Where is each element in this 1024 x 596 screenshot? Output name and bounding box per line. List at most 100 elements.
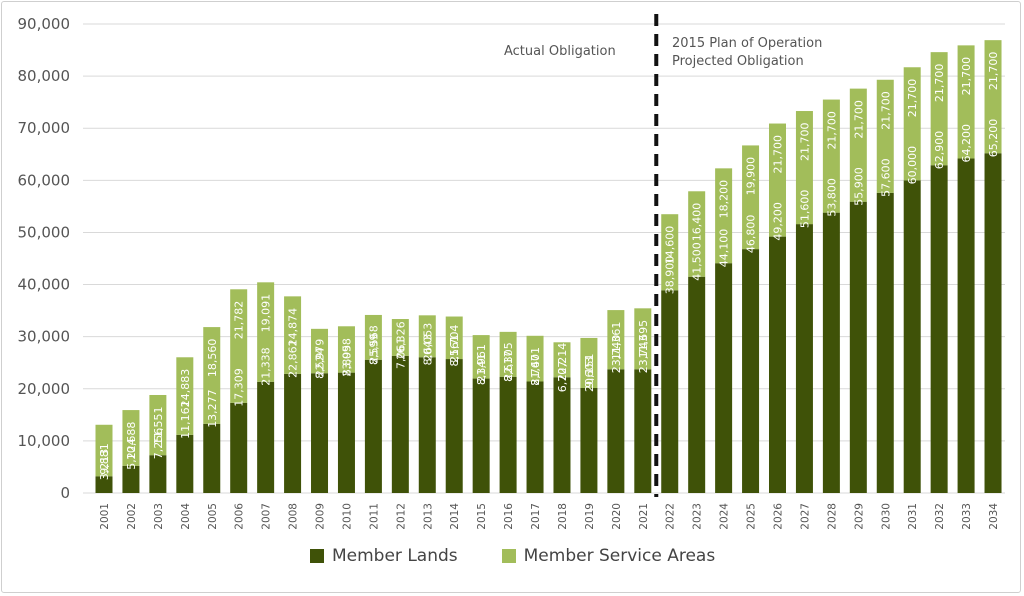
bar-member-service-areas bbox=[742, 145, 760, 250]
bar-member-service-areas bbox=[849, 88, 867, 202]
data-label-member-service-areas: 8,341 bbox=[475, 354, 488, 386]
data-label-member-lands: 22,214 bbox=[556, 343, 569, 382]
y-tick-label: 80,000 bbox=[18, 67, 71, 85]
bar-member-service-areas bbox=[957, 45, 975, 159]
x-tick-label: 2009 bbox=[315, 503, 327, 530]
data-label-member-service-areas: 8,043 bbox=[421, 334, 434, 366]
data-label-member-lands: 23,740 bbox=[610, 335, 623, 374]
bar-member-service-areas bbox=[661, 214, 679, 291]
bar-member-lands bbox=[284, 373, 302, 493]
data-label-member-lands: 22,862 bbox=[287, 339, 300, 378]
x-tick-label: 2033 bbox=[961, 503, 973, 530]
data-label-member-service-areas: 18,560 bbox=[206, 339, 219, 378]
bar-member-lands bbox=[769, 236, 786, 493]
bar-member-lands bbox=[930, 165, 948, 493]
data-label-member-lands: 25,568 bbox=[367, 325, 380, 364]
bar-member-service-areas bbox=[526, 335, 544, 382]
data-label-member-lands: 21,338 bbox=[260, 347, 273, 386]
x-tick-label: 2024 bbox=[719, 503, 731, 530]
bar-member-lands bbox=[472, 378, 490, 493]
y-tick-label: 0 bbox=[60, 484, 70, 502]
data-label-member-service-areas: 21,700 bbox=[933, 64, 946, 103]
bar-member-service-areas bbox=[364, 314, 382, 360]
bar-member-service-areas bbox=[715, 168, 733, 264]
bar-member-service-areas bbox=[257, 282, 275, 382]
bar-member-service-areas bbox=[769, 123, 786, 237]
data-label-member-service-areas: 14,600 bbox=[664, 226, 677, 265]
data-label-member-service-areas: 8,161 bbox=[448, 335, 461, 367]
x-tick-label: 2032 bbox=[934, 503, 946, 530]
bar-member-lands bbox=[149, 455, 167, 493]
bar-member-service-areas bbox=[337, 326, 355, 373]
bar-member-lands bbox=[311, 373, 329, 493]
bar-member-service-areas bbox=[230, 289, 248, 403]
bar-member-lands bbox=[526, 381, 544, 493]
bar-member-service-areas bbox=[499, 331, 517, 377]
data-label-member-service-areas: 6,707 bbox=[556, 361, 569, 393]
data-label-member-lands: 5,224 bbox=[125, 438, 138, 470]
data-label-member-service-areas: 21,700 bbox=[987, 52, 1000, 91]
x-tick-label: 2017 bbox=[530, 503, 542, 530]
y-tick-label: 90,000 bbox=[18, 15, 71, 33]
x-tick-label: 2031 bbox=[907, 503, 919, 530]
data-label-member-lands: 22,979 bbox=[314, 339, 327, 378]
data-label-member-lands: 23,098 bbox=[340, 338, 353, 377]
bar-member-lands bbox=[742, 249, 760, 493]
annotation-projected-line1: 2015 Plan of Operation bbox=[672, 36, 822, 51]
legend: Member Lands Member Service Areas bbox=[310, 546, 715, 566]
bar-member-lands bbox=[230, 402, 248, 493]
y-tick-label: 20,000 bbox=[18, 380, 71, 398]
legend-swatch-member-lands bbox=[310, 549, 324, 563]
data-label-member-lands: 21,961 bbox=[475, 344, 488, 383]
bar-member-service-areas bbox=[876, 79, 894, 193]
bar-member-service-areas bbox=[930, 52, 948, 166]
bar-member-lands bbox=[580, 387, 598, 493]
data-label-member-service-areas: 16,400 bbox=[691, 203, 704, 242]
bar-member-service-areas bbox=[607, 310, 625, 370]
bar-member-lands bbox=[688, 276, 706, 493]
bar-member-lands bbox=[203, 423, 221, 493]
data-label-member-service-areas: 19,091 bbox=[260, 294, 273, 333]
y-tick-label: 10,000 bbox=[18, 432, 71, 450]
bar-member-service-areas bbox=[553, 342, 571, 378]
data-label-member-lands: 62,900 bbox=[933, 131, 946, 170]
data-label-member-lands: 57,600 bbox=[879, 158, 892, 197]
y-tick-label: 40,000 bbox=[18, 276, 71, 294]
data-label-member-lands: 20,151 bbox=[583, 353, 596, 392]
data-label-member-service-areas: 21,782 bbox=[233, 301, 246, 340]
data-label-member-lands: 55,900 bbox=[852, 167, 865, 206]
x-tick-label: 2002 bbox=[126, 503, 138, 530]
bar-member-lands bbox=[822, 212, 840, 494]
bar-member-lands bbox=[903, 180, 921, 494]
bar-member-service-areas bbox=[795, 111, 813, 225]
x-tick-label: 2011 bbox=[368, 503, 380, 530]
x-axis-ticks: 2001 2002 2003 2004 2005 2006 2007 2008 2009 2010… bbox=[99, 503, 1000, 530]
data-label-member-service-areas: 21,700 bbox=[960, 57, 973, 96]
bar-member-lands bbox=[661, 290, 679, 493]
data-label-member-lands: 26,326 bbox=[394, 321, 407, 360]
y-tick-label: 50,000 bbox=[18, 223, 71, 241]
data-label-member-service-areas: 9,603 bbox=[583, 356, 596, 388]
data-label-member-service-areas: 19,900 bbox=[745, 157, 758, 196]
x-tick-label: 2028 bbox=[826, 503, 838, 530]
bar-member-lands bbox=[499, 376, 517, 493]
data-label-member-lands: 25,704 bbox=[448, 325, 461, 364]
bar-member-lands bbox=[391, 355, 409, 493]
data-label-member-lands: 26,053 bbox=[421, 323, 434, 362]
x-tick-label: 2005 bbox=[207, 503, 219, 530]
bar-member-service-areas bbox=[903, 67, 921, 181]
bar-member-lands bbox=[95, 476, 113, 493]
data-label-member-service-areas: 14,883 bbox=[179, 369, 192, 408]
data-label-member-service-areas: 8,767 bbox=[529, 354, 542, 386]
data-label-member-lands: 38,900 bbox=[664, 256, 677, 295]
bar-member-lands bbox=[984, 153, 1002, 494]
bar-member-service-areas bbox=[984, 40, 1002, 154]
x-tick-label: 2020 bbox=[611, 503, 623, 530]
y-tick-label: 70,000 bbox=[18, 119, 71, 137]
x-tick-label: 2006 bbox=[234, 503, 246, 530]
bar-member-service-areas bbox=[580, 337, 598, 388]
x-tick-label: 2001 bbox=[99, 503, 111, 530]
data-label-member-lands: 41,500 bbox=[691, 242, 704, 281]
